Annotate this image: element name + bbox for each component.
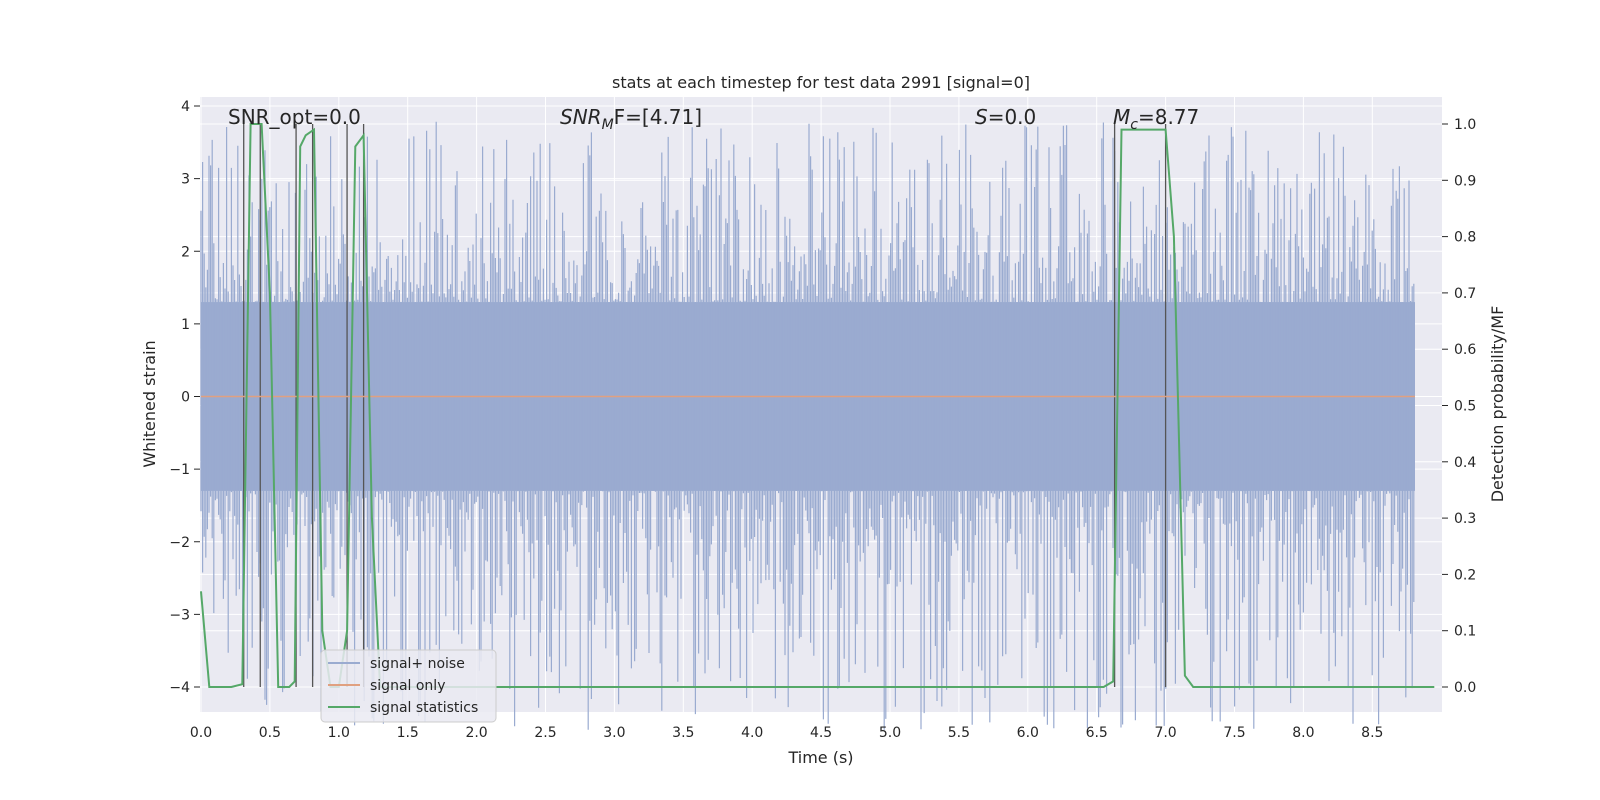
annotation-s: S=0.0 (975, 105, 1036, 129)
y-axis-label-right: Detection probability/MF (1488, 306, 1507, 503)
y-tick-label-left: −1 (169, 462, 190, 478)
legend-label-stats: signal statistics (370, 700, 478, 716)
y-tick-label-left: −2 (169, 535, 190, 551)
x-tick-label: 0.0 (190, 725, 212, 741)
x-tick-label: 8.5 (1361, 725, 1383, 741)
x-tick-label: 5.0 (879, 725, 901, 741)
legend-box (320, 649, 497, 723)
x-tick-label: 6.5 (1086, 725, 1108, 741)
y-tick-label-left: 3 (181, 172, 190, 188)
y-tick-label-right: 0.8 (1454, 230, 1476, 246)
x-tick-label: 6.0 (1017, 725, 1039, 741)
signal-statistics-line (200, 123, 1435, 688)
x-tick-label: 1.0 (328, 725, 350, 741)
y-tick-label-right: 0.9 (1454, 173, 1476, 189)
annotation-mc: Mc=8.77 (1113, 105, 1199, 133)
x-tick-label: 2.0 (465, 725, 487, 741)
y-tick-label-right: 0.0 (1454, 680, 1476, 696)
y-ticks-right: 0.0 0.1 0.2 0.3 0.4 0.5 0.6 0.7 0.8 0.9 1.0 (1442, 117, 1476, 696)
y-tick-label-left: 0 (181, 390, 190, 406)
y-tick-label-right: 0.4 (1454, 455, 1476, 471)
y-axis-label-left: Whitened strain (140, 340, 159, 467)
x-tick-label: 3.5 (672, 725, 694, 741)
y-tick-label-right: 0.7 (1454, 286, 1476, 302)
legend: signal+ noise signal only signal statist… (320, 649, 497, 723)
x-tick-label: 0.5 (259, 725, 281, 741)
y-tick-label-right: 0.2 (1454, 567, 1476, 583)
s-rest: =0.0 (988, 105, 1037, 129)
legend-label-noise: signal+ noise (370, 656, 465, 672)
x-tick-label: 1.5 (397, 725, 419, 741)
y-tick-label-right: 0.1 (1454, 624, 1476, 640)
mc-rest: =8.77 (1138, 105, 1199, 129)
annotation-snr-opt: SNR_opt=0.0 (228, 105, 361, 129)
x-tick-label: 5.5 (948, 725, 970, 741)
y-tick-label-left: 2 (181, 244, 190, 260)
x-axis-label: Time (s) (787, 748, 853, 767)
snr-mf-base: SNR (560, 105, 602, 129)
y-ticks-left: −4 −3 −2 −1 0 1 2 3 4 (169, 99, 200, 696)
y-tick-label-left: 1 (181, 317, 190, 333)
chart-title: stats at each timestep for test data 299… (612, 73, 1030, 92)
mc-base: M (1113, 105, 1130, 129)
x-tick-label: 4.0 (741, 725, 763, 741)
y-tick-label-right: 0.5 (1454, 399, 1476, 415)
x-tick-label: 7.5 (1223, 725, 1245, 741)
y-tick-label-left: 4 (181, 99, 190, 115)
y-tick-label-right: 0.6 (1454, 342, 1476, 358)
series-lines (200, 123, 1435, 688)
x-tick-label: 3.0 (603, 725, 625, 741)
snr-mf-sub: M (602, 117, 614, 133)
y-tick-label-left: −3 (169, 607, 190, 623)
x-tick-label: 4.5 (810, 725, 832, 741)
y-tick-label-left: −4 (169, 680, 190, 696)
x-tick-label: 8.0 (1292, 725, 1314, 741)
snr-mf-rest: F=[4.71] (614, 105, 702, 129)
noise-spikes (200, 121, 1415, 730)
annotation-snr-mf: SNRMF=[4.71] (560, 105, 702, 133)
s-italic: S (975, 105, 988, 129)
x-tick-label: 7.0 (1154, 725, 1176, 741)
x-ticks: 0.0 0.5 1.0 1.5 2.0 2.5 3.0 3.5 4.0 4.5 5.0 5.5 6.0 6… (190, 725, 1384, 741)
mc-sub: c (1130, 117, 1138, 133)
legend-label-signal: signal only (370, 678, 445, 694)
y-tick-label-right: 1.0 (1454, 117, 1476, 133)
x-tick-label: 2.5 (534, 725, 556, 741)
y-tick-label-right: 0.3 (1454, 511, 1476, 527)
